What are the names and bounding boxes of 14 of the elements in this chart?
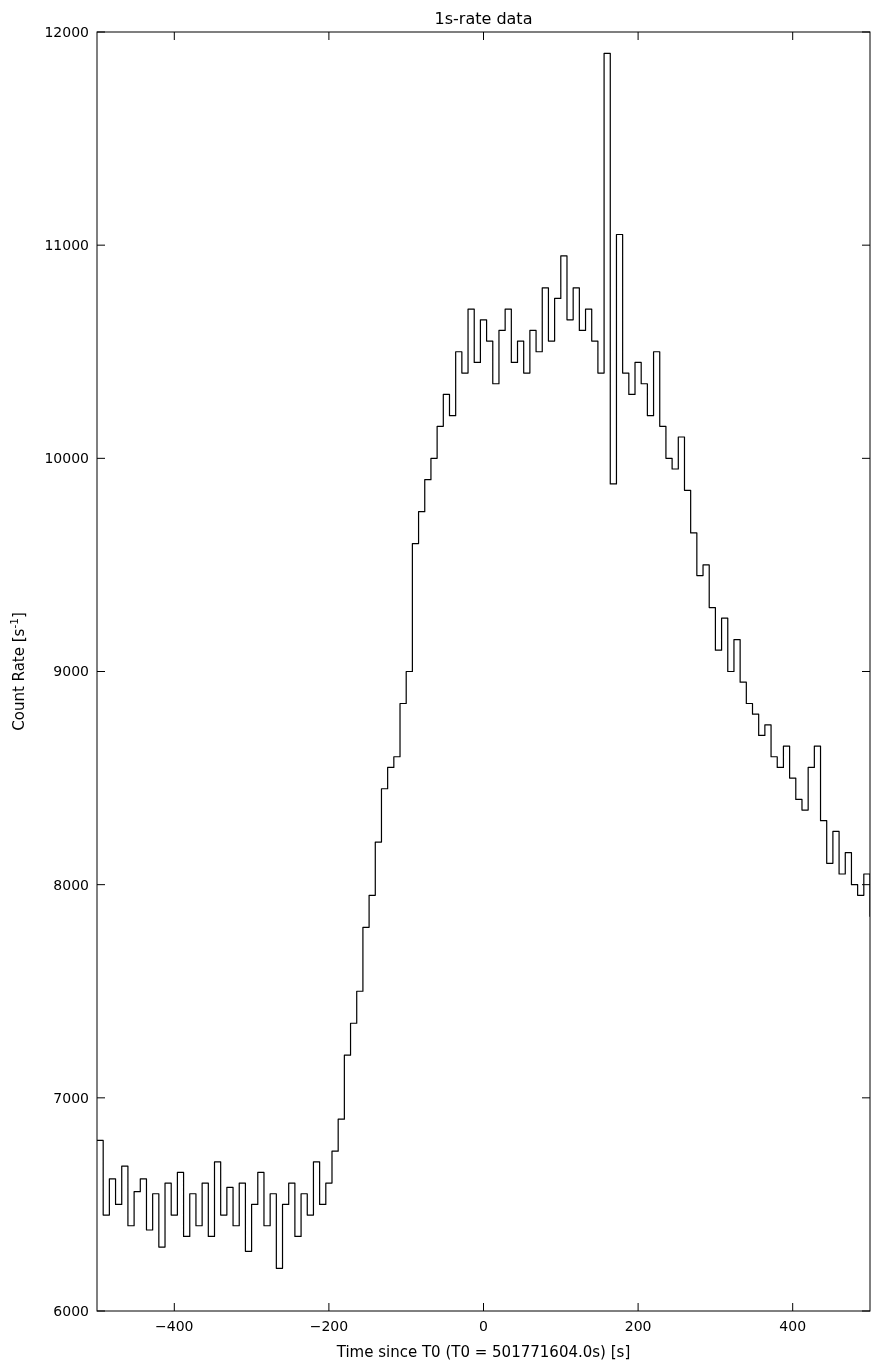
x-tick-label: 0 [479, 1318, 488, 1334]
y-tick-label: 8000 [53, 876, 89, 893]
x-tick-label: 200 [624, 1318, 652, 1334]
x-tick-label: −200 [309, 1318, 349, 1334]
x-tick-label: −400 [155, 1318, 194, 1334]
y-tick-label: 12000 [44, 23, 89, 40]
y-tick-label: 10000 [44, 450, 89, 467]
x-axis-title: Time since T0 (T0 = 501771604.0s) [s] [335, 1343, 631, 1361]
y-tick-label: 9000 [53, 663, 89, 680]
x-tick-label: 400 [779, 1318, 807, 1334]
y-tick-label: 11000 [44, 237, 89, 254]
y-tick-label: 7000 [53, 1089, 89, 1106]
chart-title: 1s-rate data [434, 9, 533, 28]
y-tick-label: 6000 [53, 1302, 89, 1319]
